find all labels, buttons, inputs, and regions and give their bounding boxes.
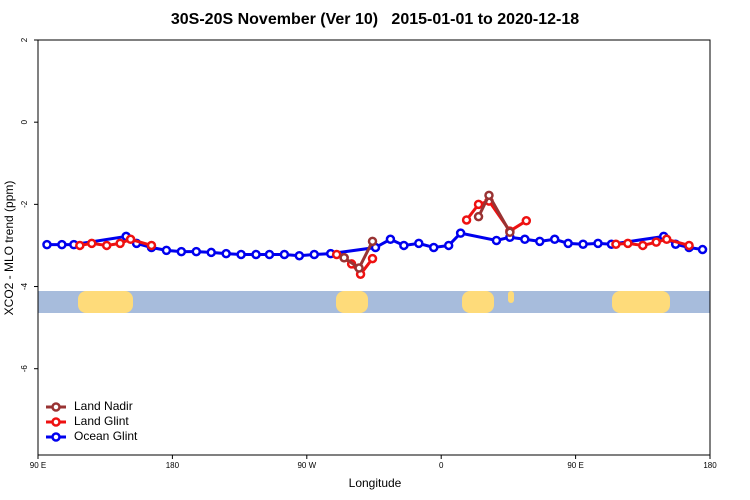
point (638, 240, 648, 251)
point (354, 263, 364, 273)
point (461, 215, 472, 225)
point (115, 238, 125, 249)
point (264, 249, 275, 260)
x-tick-label: 180 (166, 461, 180, 470)
point (385, 234, 396, 245)
point (339, 253, 349, 263)
point (331, 249, 342, 260)
legend-marker (51, 417, 61, 427)
legend-marker (51, 402, 61, 412)
point (101, 240, 112, 251)
point (521, 216, 532, 226)
point (206, 247, 216, 258)
point (549, 234, 560, 245)
point (697, 244, 708, 255)
point (176, 246, 187, 257)
y-tick-label: -4 (20, 282, 29, 290)
plot-frame (37, 39, 711, 456)
point (399, 240, 409, 251)
point (251, 249, 261, 260)
point (578, 239, 588, 249)
x-tick-label: 90 E (30, 461, 46, 470)
legend-label: Land Glint (74, 414, 129, 428)
y-axis-label: XCO2 - MLO trend (ppm) (2, 181, 16, 316)
point (491, 235, 502, 246)
series-line (79, 199, 690, 277)
map-strip (38, 291, 710, 313)
point (279, 249, 290, 260)
x-tick-label: 0 (439, 461, 444, 470)
point (520, 234, 530, 245)
x-axis-label: Longitude (349, 476, 402, 490)
point (87, 238, 97, 249)
legend-marker (51, 432, 61, 442)
point (414, 238, 424, 249)
point (367, 253, 378, 264)
point (623, 238, 633, 249)
x-tick-label: 180 (703, 461, 717, 470)
point (236, 249, 246, 260)
point (505, 227, 515, 238)
y-tick-label: -2 (20, 200, 29, 208)
y-tick-label: 0 (20, 119, 29, 124)
x-tick-label: 90 W (297, 461, 316, 470)
point (57, 239, 67, 250)
point (191, 246, 202, 257)
point (473, 211, 484, 222)
point (125, 234, 136, 245)
point (309, 249, 320, 260)
point (611, 239, 621, 249)
point (221, 248, 231, 259)
point (455, 228, 466, 238)
chart-title: 30S-20S November (Ver 10) 2015-01-01 to … (171, 11, 579, 28)
point (443, 240, 454, 251)
point (42, 239, 52, 250)
point (294, 250, 305, 261)
y-tick-label: -6 (20, 365, 29, 373)
point (428, 242, 439, 253)
point (661, 234, 672, 245)
point (161, 245, 172, 256)
point (563, 238, 573, 249)
y-tick-label: 2 (20, 37, 29, 42)
point (473, 199, 484, 210)
x-tick-label: 90 E (567, 461, 583, 470)
point (684, 240, 694, 251)
legend-label: Land Nadir (74, 399, 133, 413)
point (651, 237, 661, 247)
point (484, 190, 494, 201)
point (535, 236, 545, 247)
point (367, 236, 378, 247)
point (593, 238, 603, 249)
legend-label: Ocean Glint (74, 429, 138, 443)
point (146, 240, 157, 251)
point (75, 240, 85, 251)
